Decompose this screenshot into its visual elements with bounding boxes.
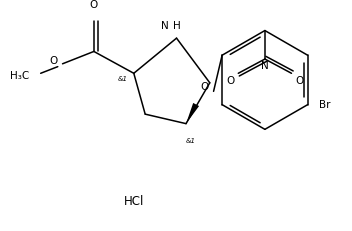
- Text: O: O: [50, 56, 58, 66]
- Text: Br: Br: [319, 100, 331, 110]
- Text: &1: &1: [117, 76, 127, 82]
- Text: O: O: [227, 76, 235, 86]
- Text: N: N: [161, 21, 169, 31]
- Text: O: O: [90, 0, 98, 10]
- Polygon shape: [186, 103, 199, 124]
- Text: N: N: [261, 61, 269, 71]
- Text: H₃C: H₃C: [10, 71, 29, 81]
- Text: &1: &1: [186, 138, 196, 144]
- Text: H: H: [173, 21, 181, 31]
- Text: HCl: HCl: [124, 195, 144, 208]
- Text: O: O: [200, 82, 208, 92]
- Text: O: O: [295, 76, 303, 86]
